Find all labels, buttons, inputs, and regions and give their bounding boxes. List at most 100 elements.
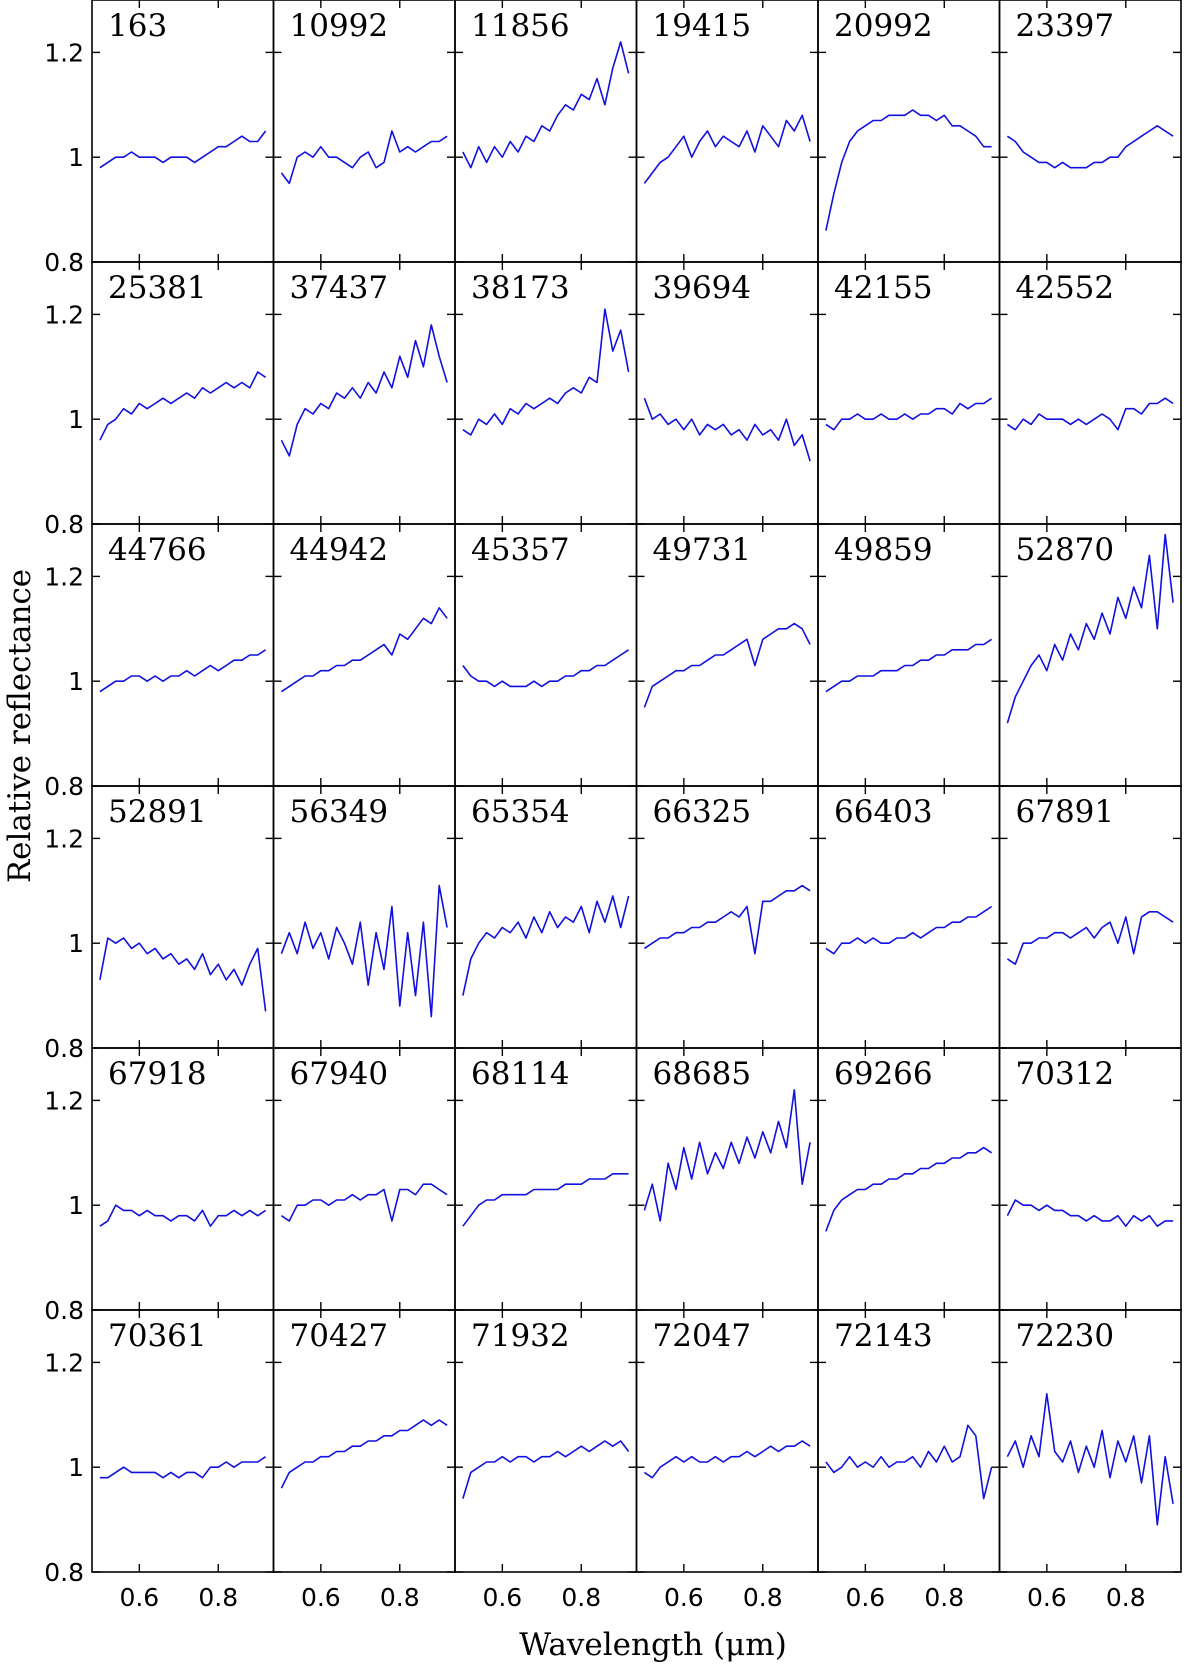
y-tick-label: 1 (68, 667, 84, 696)
y-tick-label: 0.8 (44, 1034, 84, 1063)
panel-52891: 0.8 1 1.2 52891 (44, 785, 275, 1063)
panel-49731: 49731 (635, 523, 819, 787)
series-line-72047 (643, 1440, 811, 1479)
panel-69266: 69266 (817, 1047, 1001, 1311)
series-line-42155 (825, 397, 993, 431)
panel-163: 0.8 1 1.2 163 (44, 0, 275, 277)
panel-title: 69266 (834, 1056, 933, 1092)
panels-group: 0.8 1 1.2 163 10992 11856 19415 20992 23397 0.8 1 1… (44, 0, 1182, 1612)
series-line-67891 (1006, 910, 1174, 966)
panel-38173: 38173 (454, 261, 638, 525)
panel-65354: 65354 (454, 785, 638, 1049)
panel-title: 67918 (108, 1056, 207, 1092)
panel-title: 66325 (653, 794, 752, 830)
panel-title: 71932 (471, 1318, 570, 1354)
series-line-67940 (280, 1183, 448, 1222)
panel-title: 65354 (471, 794, 570, 830)
panel-title: 68685 (653, 1056, 752, 1092)
x-tick-label: 0.8 (561, 1583, 601, 1612)
series-line-49859 (825, 638, 993, 693)
series-line-70427 (280, 1419, 448, 1489)
y-tick-label: 1.2 (44, 1348, 84, 1377)
series-line-163 (99, 130, 267, 169)
panel-title: 70427 (290, 1318, 389, 1354)
series-line-68685 (643, 1089, 811, 1222)
series-line-45357 (462, 649, 630, 688)
panel-title: 38173 (471, 270, 570, 306)
panel-66403: 66403 (817, 785, 1001, 1049)
x-tick-label: 0.8 (380, 1583, 420, 1612)
series-line-38173 (462, 308, 630, 436)
y-tick-label: 0.8 (44, 1558, 84, 1587)
y-tick-label: 1 (68, 1191, 84, 1220)
series-line-42552 (1006, 397, 1174, 431)
x-tick-label: 0.8 (743, 1583, 783, 1612)
panel-56349: 56349 (272, 785, 456, 1049)
y-tick-label: 0.8 (44, 772, 84, 801)
panel-19415: 19415 (635, 0, 819, 263)
panel-title: 10992 (290, 8, 389, 44)
series-line-25381 (99, 371, 267, 441)
series-line-70361 (99, 1456, 267, 1479)
series-line-69266 (825, 1146, 993, 1232)
y-tick-label: 1 (68, 143, 84, 172)
panel-25381: 0.8 1 1.2 25381 (44, 261, 275, 539)
series-line-20992 (825, 109, 992, 231)
series-line-56349 (280, 884, 448, 1018)
panel-title: 44942 (290, 532, 389, 568)
series-line-68114 (462, 1173, 629, 1227)
panel-67918: 0.8 1 1.2 67918 (44, 1047, 275, 1325)
series-line-67918 (99, 1204, 267, 1227)
panel-68685: 68685 (635, 1047, 819, 1311)
x-tick-label: 0.6 (845, 1583, 885, 1612)
series-line-65354 (462, 895, 630, 996)
x-tick-label: 0.8 (198, 1583, 238, 1612)
series-line-44942 (280, 606, 448, 693)
panel-title: 45357 (471, 532, 570, 568)
series-line-52891 (99, 937, 267, 1012)
series-line-66325 (643, 884, 811, 955)
y-tick-label: 1.2 (44, 1086, 84, 1115)
series-line-44766 (99, 649, 267, 693)
panel-10992: 10992 (272, 0, 456, 263)
x-tick-label: 0.6 (119, 1583, 159, 1612)
series-line-39694 (643, 397, 811, 462)
series-line-66403 (825, 905, 993, 955)
panel-44942: 44942 (272, 523, 456, 787)
panel-title: 67891 (1016, 794, 1115, 830)
x-axis-title: Wavelength (μm) (519, 1627, 787, 1663)
y-tick-label: 1.2 (44, 824, 84, 853)
panel-title: 20992 (834, 8, 933, 44)
panel-title: 70312 (1016, 1056, 1115, 1092)
panel-70361: 0.6 0.8 0.8 1 1.2 70361 (44, 1309, 275, 1612)
panel-37437: 37437 (272, 261, 456, 525)
series-line-10992 (280, 130, 448, 185)
panel-title: 39694 (653, 270, 752, 306)
panel-title: 42155 (834, 270, 933, 306)
panel-title: 72230 (1016, 1318, 1115, 1354)
panel-70427: 0.6 0.8 70427 (272, 1309, 456, 1612)
panel-20992: 20992 (817, 0, 1001, 263)
panel-42552: 42552 (998, 261, 1182, 525)
y-tick-label: 0.8 (44, 510, 84, 539)
panel-66325: 66325 (635, 785, 819, 1049)
x-tick-label: 0.8 (924, 1583, 964, 1612)
panel-67891: 67891 (998, 785, 1182, 1049)
series-line-19415 (643, 114, 811, 184)
panel-title: 68114 (471, 1056, 570, 1092)
panel-title: 11856 (471, 8, 570, 44)
panel-title: 70361 (108, 1318, 207, 1354)
panel-23397: 23397 (998, 0, 1182, 263)
panel-52870: 52870 (998, 523, 1182, 787)
series-line-70312 (1006, 1199, 1174, 1227)
panel-71932: 0.6 0.8 71932 (454, 1309, 638, 1612)
x-tick-label: 0.6 (664, 1583, 704, 1612)
panel-67940: 67940 (272, 1047, 456, 1311)
x-tick-label: 0.6 (1027, 1583, 1067, 1612)
series-line-49731 (643, 622, 811, 708)
series-line-71932 (462, 1440, 630, 1499)
panel-title: 72047 (653, 1318, 752, 1354)
y-tick-label: 1 (68, 405, 84, 434)
